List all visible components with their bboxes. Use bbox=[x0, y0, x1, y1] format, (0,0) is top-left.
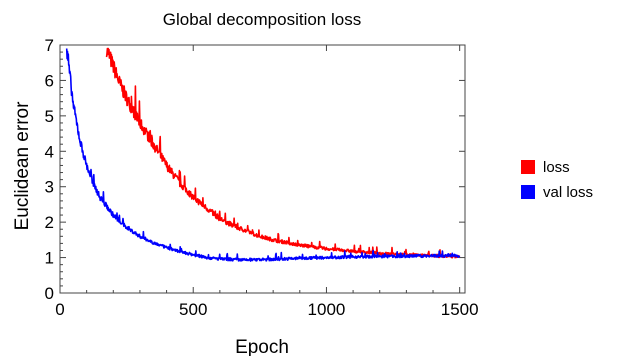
y-axis-label: Euclidean error bbox=[12, 101, 33, 231]
series-line-1 bbox=[67, 49, 460, 262]
y-tick-label: 1 bbox=[45, 249, 54, 268]
series-line-0 bbox=[107, 49, 460, 258]
x-tick-label: 500 bbox=[179, 300, 207, 319]
y-tick-label: 6 bbox=[45, 71, 54, 90]
x-tick-label: 0 bbox=[55, 300, 64, 319]
series-layer bbox=[67, 49, 460, 262]
x-axis: 0 500 1000 1500 bbox=[55, 45, 478, 319]
y-tick-label: 0 bbox=[45, 284, 54, 303]
x-tick-label: 1000 bbox=[308, 300, 346, 319]
y-tick-label: 4 bbox=[45, 142, 54, 161]
legend-swatch bbox=[521, 160, 535, 174]
legend-label: loss bbox=[543, 159, 570, 176]
y-tick-label: 5 bbox=[45, 107, 54, 126]
y-tick-label: 7 bbox=[45, 36, 54, 55]
x-axis-label: Epoch bbox=[235, 337, 289, 356]
legend-swatch bbox=[521, 185, 535, 199]
y-tick-label: 2 bbox=[45, 213, 54, 232]
y-tick-label: 3 bbox=[45, 178, 54, 197]
legend: loss val loss bbox=[521, 159, 593, 201]
chart-title: Global decomposition loss bbox=[163, 10, 361, 29]
legend-label: val loss bbox=[543, 184, 593, 201]
y-axis: 0 1 2 3 4 5 6 7 bbox=[45, 36, 465, 303]
x-tick-label: 1500 bbox=[441, 300, 479, 319]
